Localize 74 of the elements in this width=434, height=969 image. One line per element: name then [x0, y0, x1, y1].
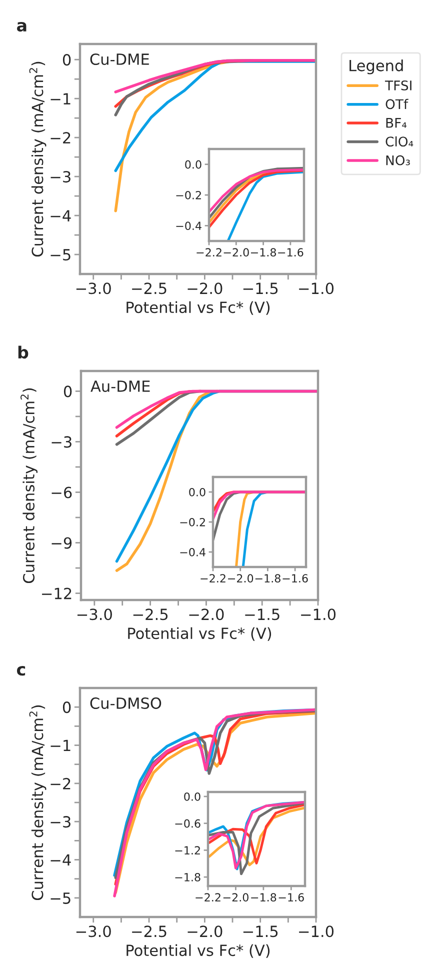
y-tick-label: −5 — [50, 892, 70, 904]
legend-label: BF₄ — [386, 118, 407, 128]
x-tick-label: −2.2 — [200, 574, 226, 582]
y-tick-label: −1 — [50, 93, 70, 104]
x-tick-label: −2.0 — [189, 608, 224, 620]
y-tick-label: −3 — [50, 816, 70, 828]
y-tick-label: −12 — [42, 588, 72, 600]
y-tick-label: −1.8 — [175, 873, 200, 882]
legend-label: ClO₄ — [386, 136, 414, 147]
x-tick-label: −2.0 — [188, 282, 222, 294]
y-tick-label: 0 — [62, 54, 71, 66]
x-axis-title: Potential vs Fc* (V) — [128, 627, 272, 641]
y-tick-label: −4 — [50, 210, 71, 222]
y-tick-label: −3 — [50, 171, 70, 183]
annotation: Cu-DMSO — [90, 697, 162, 709]
y-axis-title: Current density (mA/cm$^{2}$) — [29, 62, 46, 257]
y-tick-label: −9 — [52, 537, 72, 549]
y-axis-title: Current density (mA/cm$^{2}$) — [20, 388, 38, 584]
x-tick-label: −1.5 — [243, 926, 278, 938]
y-tick-label: −6 — [52, 486, 72, 498]
y-tick-label: −5 — [50, 249, 70, 261]
x-tick-label: −1.0 — [299, 282, 334, 294]
x-tick-label: −1.6 — [282, 574, 308, 583]
y-axis-title: Current density (mA/cm$^{2}$) — [29, 705, 46, 900]
x-axis-title: Potential vs Fc* (V) — [126, 301, 270, 315]
x-tick-label: −3.0 — [76, 926, 111, 938]
legend-label: NO₃ — [386, 155, 410, 166]
y-tick-label: −2 — [50, 132, 70, 144]
x-tick-label: −3.0 — [76, 282, 111, 294]
y-tick-label: −0.2 — [180, 518, 205, 526]
x-tick-label: −2.0 — [188, 926, 222, 938]
legend-title: Legend — [350, 59, 403, 74]
y-tick-label: −1 — [50, 740, 70, 752]
y-tick-label: −0.4 — [176, 222, 202, 230]
y-tick-label: −0.4 — [180, 548, 206, 556]
x-tick-label: −1.8 — [250, 248, 276, 257]
x-tick-label: −2.0 — [228, 574, 254, 583]
annotation: Cu-DME — [90, 53, 149, 66]
y-tick-label: 0.0 — [184, 792, 200, 801]
x-tick-label: −1.6 — [278, 248, 304, 257]
chart-title: b — [18, 346, 28, 359]
x-tick-label: −2.0 — [224, 248, 249, 257]
y-tick-label: −0.2 — [176, 190, 201, 200]
y-tick-label: 0.0 — [189, 488, 206, 496]
line-series — [226, 170, 304, 241]
chart-title: a — [16, 22, 26, 32]
y-tick-label: 0.0 — [185, 160, 202, 169]
y-tick-label: −4 — [50, 854, 71, 866]
x-tick-label: −1.8 — [255, 574, 280, 583]
chart-title: c — [16, 666, 26, 676]
y-tick-label: −0.6 — [175, 819, 200, 828]
legend-label: OTf — [386, 98, 408, 110]
x-tick-label: −3.0 — [77, 608, 112, 620]
legend-label: TFSI — [384, 80, 412, 90]
y-tick-label: −3 — [52, 436, 72, 448]
x-tick-label: −1.5 — [243, 282, 278, 294]
x-tick-label: −2.5 — [132, 926, 166, 938]
x-tick-label: −1.6 — [278, 893, 304, 902]
x-axis-title: Potential vs Fc* (V) — [126, 944, 270, 958]
y-tick-label: 0 — [64, 386, 72, 398]
x-tick-label: −2.2 — [196, 248, 222, 256]
y-tick-label: 0 — [62, 702, 71, 714]
annotation: Au-DME — [90, 380, 150, 392]
x-tick-label: −2.0 — [223, 893, 248, 902]
y-tick-label: −2 — [50, 778, 70, 790]
y-tick-label: −1.2 — [175, 846, 200, 854]
x-tick-label: −2.2 — [196, 893, 220, 902]
x-tick-label: −1.5 — [245, 608, 280, 620]
x-tick-label: −1.0 — [299, 926, 334, 938]
x-tick-label: −1.8 — [251, 893, 276, 902]
line-series — [213, 490, 306, 520]
x-tick-label: −2.5 — [133, 608, 168, 620]
x-tick-label: −1.0 — [301, 608, 336, 620]
x-tick-label: −2.5 — [132, 282, 166, 294]
